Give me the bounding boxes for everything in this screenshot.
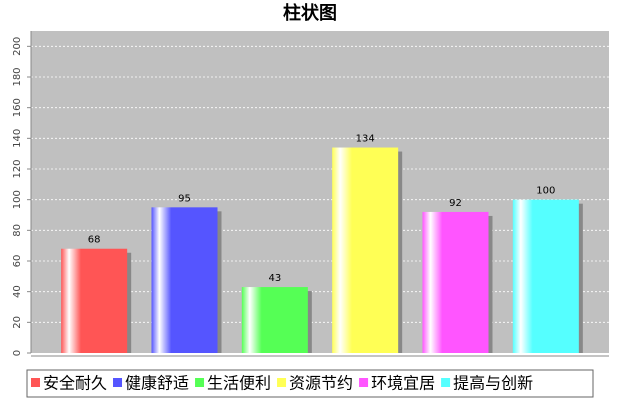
legend-swatch (359, 378, 369, 387)
legend-label: 安全耐久 (43, 374, 107, 393)
y-tick-label: 0 (12, 350, 23, 356)
y-tick-label: 40 (12, 285, 23, 298)
y-tick-label: 100 (12, 190, 23, 209)
bar (151, 207, 218, 353)
legend-label: 生活便利 (207, 374, 271, 393)
bar (241, 287, 308, 353)
value-label: 134 (356, 134, 375, 145)
y-tick-label: 60 (12, 255, 23, 268)
legend-label: 环境宜居 (371, 374, 435, 393)
y-tick-label: 140 (12, 129, 23, 148)
legend-swatch (31, 378, 40, 387)
y-tick-label: 180 (12, 67, 23, 86)
legend-swatch (113, 378, 123, 387)
value-label: 68 (88, 235, 101, 246)
value-label: 92 (449, 198, 462, 209)
value-label: 43 (268, 273, 281, 284)
chart-title: 柱状图 (283, 2, 337, 24)
legend-label: 资源节约 (289, 374, 353, 393)
y-tick-label: 200 (12, 37, 23, 56)
legend-label: 提高与创新 (453, 374, 533, 393)
bar (61, 248, 128, 353)
y-tick-label: 120 (12, 159, 23, 178)
legend-label: 健康舒适 (125, 374, 189, 393)
y-tick-label: 80 (12, 224, 23, 237)
value-label: 100 (536, 186, 555, 197)
y-tick-label: 20 (12, 316, 23, 329)
bar (512, 199, 579, 353)
legend-swatch (195, 378, 205, 387)
bar (422, 211, 489, 353)
value-label: 95 (178, 193, 191, 204)
legend-swatch (277, 378, 287, 387)
bar (332, 147, 399, 353)
y-tick-label: 160 (12, 98, 23, 117)
legend-swatch (441, 378, 451, 387)
